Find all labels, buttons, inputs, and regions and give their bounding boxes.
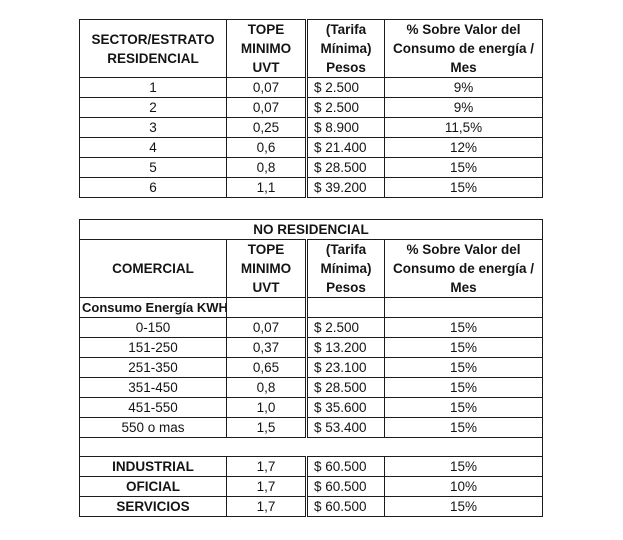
table-cell: 15% [383, 456, 544, 477]
table-cell: $ 2.500 [305, 97, 385, 118]
table-cell: 1,7 [226, 456, 307, 477]
col-header-tope-minimo-uvt: TOPE MINIMO UVT [226, 19, 307, 78]
table-row: 451-550 1,0 $ 35.600 15% [79, 397, 544, 418]
table-cell: 9% [384, 77, 543, 98]
table-cell: 0,07 [226, 77, 307, 98]
table-row: 351-450 0,8 $ 28.500 15% [79, 377, 544, 398]
table-cell: 0,07 [226, 97, 307, 118]
table-row: 5 0,8 $ 28.500 15% [79, 157, 543, 178]
table-cell: $ 60.500 [305, 496, 385, 517]
col-header-tarifa-minima: (Tarifa Mínima) Pesos [305, 19, 385, 78]
table-cell: 5 [79, 157, 227, 178]
table-row: SERVICIOS 1,7 $ 60.500 15% [79, 496, 544, 517]
table-cell-empty [383, 297, 544, 318]
table-spacer-row [78, 437, 544, 457]
table-cell: 351-450 [79, 377, 227, 398]
residential-tariff-table: SECTOR/ESTRATO RESIDENCIAL TOPE MINIMO U… [79, 19, 543, 198]
col-header-tope-minimo-uvt: TOPE MINIMO UVT [226, 239, 307, 298]
table-subheader-row: Consumo Energía KWH [79, 297, 544, 318]
category-cell-oficial: OFICIAL [79, 476, 227, 497]
col-header-porcentaje-consumo: % Sobre Valor del Consumo de energía / M… [384, 19, 543, 78]
table-cell: $ 60.500 [305, 456, 385, 477]
table-cell-empty [78, 437, 544, 457]
table-cell: $ 2.500 [305, 77, 385, 98]
table-cell: $ 2.500 [305, 317, 385, 338]
table-cell: 15% [383, 357, 544, 378]
table-cell: 15% [384, 157, 543, 178]
table-cell: $ 21.400 [305, 137, 385, 158]
table-cell: 151-250 [79, 337, 227, 358]
table-cell: 1,5 [226, 417, 307, 438]
table-cell: 9% [384, 97, 543, 118]
table-cell: $ 28.500 [305, 157, 385, 178]
table-title-no-residencial: NO RESIDENCIAL [78, 219, 544, 240]
table-cell: 10% [383, 476, 544, 497]
table-cell: 451-550 [79, 397, 227, 418]
table-cell: 15% [383, 397, 544, 418]
table-cell: 11,5% [384, 117, 543, 138]
table-cell: 550 o mas [79, 417, 227, 438]
table-row: 3 0,25 $ 8.900 11,5% [79, 117, 543, 138]
table-cell: 0,25 [226, 117, 307, 138]
table-cell: 15% [383, 496, 544, 517]
table-cell: 6 [79, 177, 227, 198]
table-cell: 0,8 [226, 377, 307, 398]
table-row: 550 o mas 1,5 $ 53.400 15% [79, 417, 544, 438]
table-row: INDUSTRIAL 1,7 $ 60.500 15% [79, 456, 544, 477]
category-cell-industrial: INDUSTRIAL [79, 456, 227, 477]
table-cell: 0,8 [226, 157, 307, 178]
table-cell: 251-350 [79, 357, 227, 378]
table-cell: $ 39.200 [305, 177, 385, 198]
table-cell: $ 13.200 [305, 337, 385, 358]
table-cell: 0,65 [226, 357, 307, 378]
table-cell: $ 23.100 [305, 357, 385, 378]
col-header-porcentaje-consumo: % Sobre Valor del Consumo de energía / M… [383, 239, 544, 298]
category-cell-servicios: SERVICIOS [79, 496, 227, 517]
col-header-comercial: COMERCIAL [79, 239, 227, 298]
table-cell: 3 [79, 117, 227, 138]
table-row: 1 0,07 $ 2.500 9% [79, 77, 543, 98]
table-cell: 0,07 [226, 317, 307, 338]
table-cell: 15% [383, 417, 544, 438]
table-cell: 1,1 [226, 177, 307, 198]
table-cell: $ 8.900 [305, 117, 385, 138]
table-cell: 15% [383, 337, 544, 358]
table-row: OFICIAL 1,7 $ 60.500 10% [79, 476, 544, 497]
table-row: 151-250 0,37 $ 13.200 15% [79, 337, 544, 358]
subheader-consumo-energia-kwh: Consumo Energía KWH [79, 297, 227, 318]
table-cell: 1,7 [226, 496, 307, 517]
table-header-row: COMERCIAL TOPE MINIMO UVT (Tarifa Mínima… [79, 239, 544, 298]
table-header-row: SECTOR/ESTRATO RESIDENCIAL TOPE MINIMO U… [79, 19, 543, 78]
table-cell: 2 [79, 97, 227, 118]
table-cell: 1,0 [226, 397, 307, 418]
table-row: 6 1,1 $ 39.200 15% [79, 177, 543, 198]
table-cell: 15% [383, 317, 544, 338]
table-cell: 1 [79, 77, 227, 98]
table-cell: 4 [79, 137, 227, 158]
table-cell: $ 53.400 [305, 417, 385, 438]
table-cell-empty [226, 297, 307, 318]
col-header-tarifa-minima: (Tarifa Mínima) Pesos [305, 239, 385, 298]
table-cell: 15% [383, 377, 544, 398]
table-row: 4 0,6 $ 21.400 12% [79, 137, 543, 158]
table-cell: $ 35.600 [305, 397, 385, 418]
table-row: 2 0,07 $ 2.500 9% [79, 97, 543, 118]
table-cell-empty [305, 297, 385, 318]
table-cell: 0,37 [226, 337, 307, 358]
col-header-sector-estrato: SECTOR/ESTRATO RESIDENCIAL [79, 19, 227, 78]
table-row: 0-150 0,07 $ 2.500 15% [79, 317, 544, 338]
table-cell: 0,6 [226, 137, 307, 158]
table-cell: 0-150 [79, 317, 227, 338]
table-cell: 12% [384, 137, 543, 158]
table-cell: $ 28.500 [305, 377, 385, 398]
table-cell: $ 60.500 [305, 476, 385, 497]
table-cell: 1,7 [226, 476, 307, 497]
table-row: 251-350 0,65 $ 23.100 15% [79, 357, 544, 378]
table-title-row: NO RESIDENCIAL [78, 219, 544, 240]
table-cell: 15% [384, 177, 543, 198]
non-residential-tariff-table: NO RESIDENCIAL COMERCIAL TOPE MINIMO UVT… [78, 219, 544, 517]
